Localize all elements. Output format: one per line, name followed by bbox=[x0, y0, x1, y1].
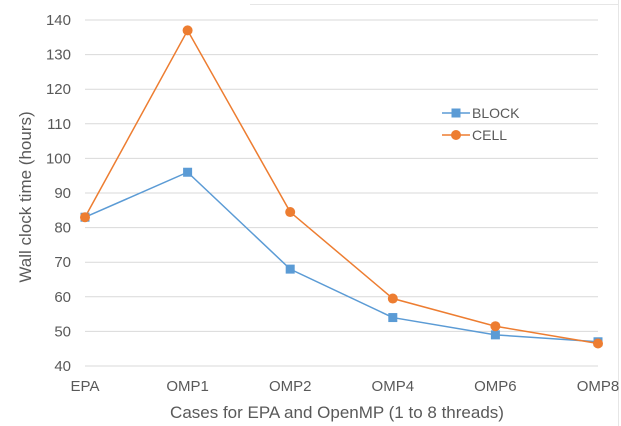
frame-right-edge bbox=[618, 0, 619, 426]
gridlines bbox=[85, 19, 598, 367]
point-cell bbox=[490, 321, 501, 332]
y-tick-label: 90 bbox=[54, 185, 71, 202]
point-block bbox=[285, 264, 295, 274]
frame-top-edge bbox=[250, 4, 618, 5]
x-tick-label: OMP1 bbox=[166, 378, 209, 395]
legend-label-cell: CELL bbox=[472, 127, 507, 143]
y-tick-labels: 40 50 60 70 80 90 100 110 120 130 140 bbox=[46, 12, 71, 375]
point-block bbox=[388, 313, 398, 323]
y-tick-label: 130 bbox=[46, 47, 71, 64]
y-tick-label: 140 bbox=[46, 12, 71, 29]
point-cell bbox=[387, 293, 398, 304]
point-block bbox=[490, 330, 500, 340]
point-cell bbox=[80, 212, 90, 223]
y-tick-label: 100 bbox=[46, 150, 71, 167]
series-line-cell bbox=[84, 28, 599, 345]
y-axis-title: Wall clock time (hours) bbox=[16, 111, 35, 282]
x-tick-label: OMP8 bbox=[577, 378, 620, 395]
y-tick-label: 80 bbox=[54, 220, 71, 237]
series-markers bbox=[80, 25, 603, 349]
legend-marker-block bbox=[451, 108, 461, 118]
x-axis-title: Cases for EPA and OpenMP (1 to 8 threads… bbox=[170, 403, 504, 422]
legend-label-block: BLOCK bbox=[472, 105, 520, 121]
y-tick-label: 60 bbox=[54, 289, 71, 306]
point-cell bbox=[182, 25, 193, 36]
x-tick-label: OMP6 bbox=[474, 378, 517, 395]
point-cell bbox=[285, 207, 296, 218]
y-tick-label: 40 bbox=[54, 358, 71, 375]
y-tick-label: 70 bbox=[54, 254, 71, 271]
y-tick-label: 120 bbox=[46, 81, 71, 98]
y-tick-label: 110 bbox=[47, 116, 71, 133]
series-line-block bbox=[84, 171, 599, 343]
y-tick-label: 50 bbox=[54, 323, 71, 340]
point-block bbox=[183, 167, 193, 177]
legend-marker-cell bbox=[451, 130, 461, 140]
x-tick-label: OMP4 bbox=[372, 378, 415, 395]
series-lines bbox=[84, 28, 599, 345]
x-tick-label: EPA bbox=[71, 378, 100, 395]
x-tick-labels: EPA OMP1 OMP2 OMP4 OMP6 OMP8 bbox=[71, 378, 620, 395]
legend: BLOCK CELL bbox=[442, 105, 520, 143]
x-tick-label: OMP2 bbox=[269, 378, 312, 395]
point-cell bbox=[593, 338, 603, 349]
